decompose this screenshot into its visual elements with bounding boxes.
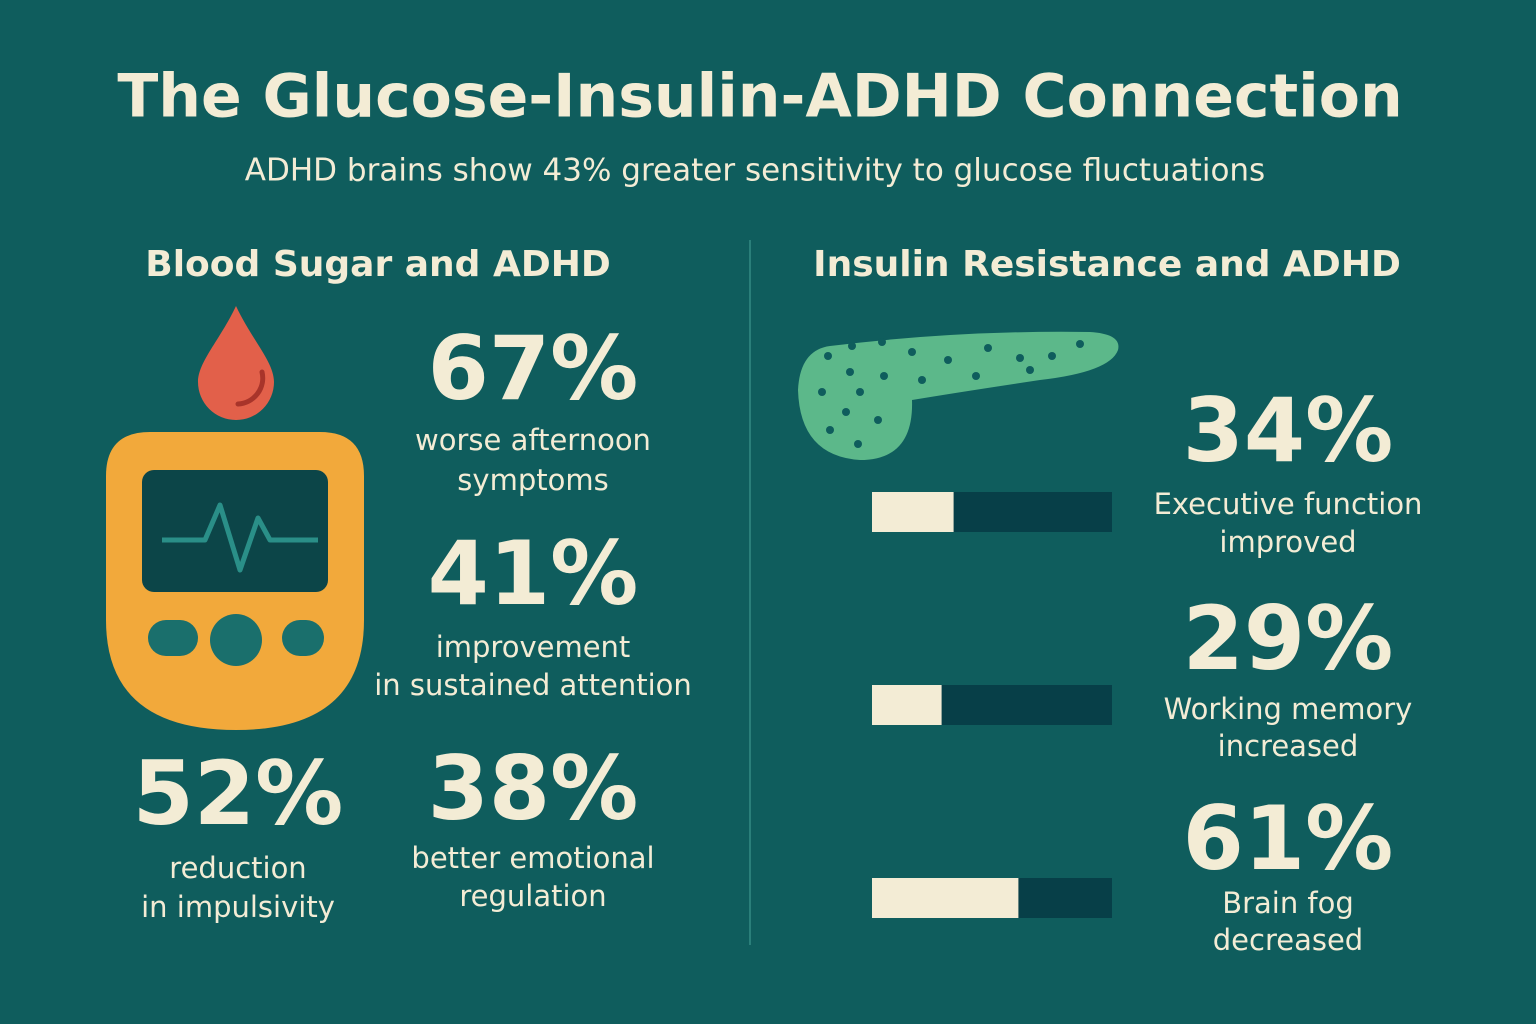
stat-caption: improved: [1219, 525, 1356, 559]
stat-caption: in impulsivity: [141, 890, 335, 924]
stat-caption: Working memory: [1164, 692, 1413, 726]
stat-value: 38%: [428, 737, 639, 840]
stat-caption: symptoms: [457, 463, 608, 497]
bar-fill: [872, 878, 1019, 918]
stat-caption: worse afternoon: [415, 423, 651, 457]
subtitle: ADHD brains show 43% greater sensitivity…: [245, 153, 1265, 189]
stat-value: 61%: [1183, 787, 1394, 890]
bar-fill: [872, 492, 954, 532]
stat-caption: increased: [1218, 729, 1359, 763]
title: The Glucose-Insulin-ADHD Connection: [117, 62, 1402, 132]
stat-caption: better emotional: [411, 841, 654, 875]
section-heading: Blood Sugar and ADHD: [145, 244, 610, 285]
stat-value: 41%: [428, 522, 639, 625]
stat-caption: in sustained attention: [374, 668, 692, 702]
stat-caption: Executive function: [1154, 487, 1423, 521]
stat-caption: reduction: [169, 851, 306, 885]
stat-caption: regulation: [459, 879, 606, 913]
blood-drop-icon: [198, 306, 274, 420]
stat-value: 34%: [1183, 379, 1394, 482]
glucose-meter-icon: [106, 432, 364, 730]
stat-value: 67%: [428, 317, 639, 420]
stat-value: 29%: [1183, 587, 1394, 690]
bar-fill: [872, 685, 942, 725]
stat-caption: Brain fog: [1222, 886, 1354, 920]
pancreas-icon: [798, 331, 1119, 460]
stat-value: 52%: [133, 742, 344, 845]
stat-caption: decreased: [1213, 923, 1363, 957]
section-heading: Insulin Resistance and ADHD: [813, 244, 1401, 285]
stat-caption: improvement: [436, 630, 631, 664]
